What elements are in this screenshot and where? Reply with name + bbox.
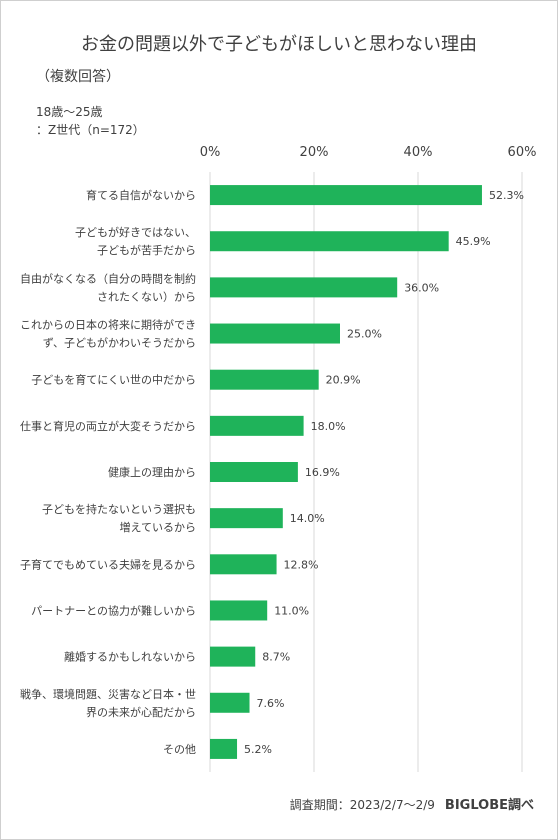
bar xyxy=(210,554,277,575)
category-label: 仕事と育児の両立が大変そうだから xyxy=(20,419,196,433)
data-label: 12.8% xyxy=(284,558,319,571)
data-label: 45.9% xyxy=(456,235,491,248)
category-label: 界の未来が心配だから xyxy=(86,705,196,719)
bar xyxy=(210,600,268,621)
source-brand: BIGLOBE調べ xyxy=(444,798,534,813)
data-label: 11.0% xyxy=(274,604,309,617)
category-label: 子どもを育てにくい世の中だから xyxy=(31,373,196,387)
bar xyxy=(210,508,283,529)
category-label: 戦争、環境問題、災害など日本・世 xyxy=(20,687,196,701)
data-label: 18.0% xyxy=(311,420,346,433)
category-label: その他 xyxy=(163,743,196,756)
bar xyxy=(210,369,319,390)
bar xyxy=(210,323,340,344)
category-label: 子どもを持たないという選択も xyxy=(42,502,196,516)
category-label: これからの日本の将来に期待ができ xyxy=(20,318,196,332)
category-label: 子どもが苦手だから xyxy=(97,243,196,257)
category-label: されたくない）から xyxy=(97,290,196,303)
bar xyxy=(210,646,256,667)
data-label: 7.6% xyxy=(257,697,285,710)
x-tick-label: 20% xyxy=(300,145,329,160)
category-label: ず、子どもがかわいそうだから xyxy=(43,336,196,350)
chart-title: お金の問題以外で子どもがほしいと思わない理由 xyxy=(81,34,477,55)
survey-period: 調査期間：2023/2/7～2/9 xyxy=(289,798,435,812)
x-tick-label: 0% xyxy=(200,145,221,160)
category-label: 育てる自信がないから xyxy=(86,188,196,202)
data-label: 8.7% xyxy=(262,651,290,664)
category-label: 健康上の理由から xyxy=(108,465,196,479)
data-label: 14.0% xyxy=(290,512,325,525)
category-label: 増えているから xyxy=(120,521,196,534)
data-label: 5.2% xyxy=(244,743,272,756)
data-label: 20.9% xyxy=(326,374,361,387)
category-label: 子どもが好きではない、 xyxy=(75,225,196,239)
category-label: 子育てでもめている夫婦を見るから xyxy=(20,557,196,571)
bar xyxy=(210,185,482,206)
data-label: 52.3% xyxy=(489,189,524,202)
bar xyxy=(210,415,304,436)
bar xyxy=(210,692,250,713)
x-tick-label: 60% xyxy=(508,145,537,160)
bar xyxy=(210,231,449,252)
data-label: 25.0% xyxy=(347,328,382,341)
respondent-age-note: 18歳～25歳 xyxy=(36,105,103,119)
data-label: 36.0% xyxy=(404,281,439,294)
chart-subtitle: （複数回答） xyxy=(36,69,120,85)
x-tick-label: 40% xyxy=(404,145,433,160)
respondent-group-note: ：Z世代（n=172） xyxy=(36,123,145,137)
chart-footer: 調査期間：2023/2/7～2/9 BIGLOBE調べ xyxy=(290,794,534,813)
bar xyxy=(210,738,238,759)
category-label: 自由がなくなる（自分の時間を制約 xyxy=(20,271,196,285)
category-label: 離婚するかもしれないから xyxy=(64,650,196,664)
bar xyxy=(210,462,298,482)
bar xyxy=(210,277,398,298)
data-label: 16.9% xyxy=(305,466,340,479)
category-label: パートナーとの協力が難しいから xyxy=(31,603,196,617)
